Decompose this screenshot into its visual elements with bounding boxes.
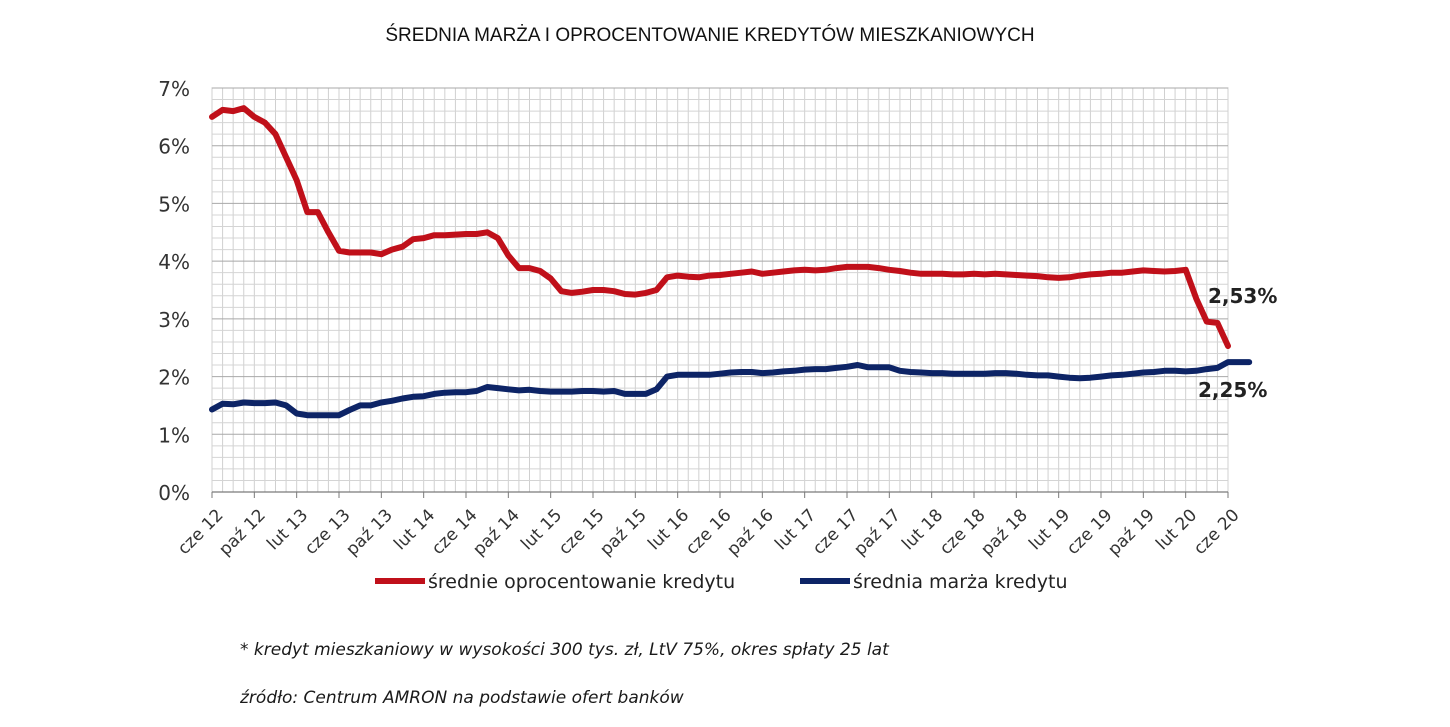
y-tick-label: 0%: [158, 481, 190, 505]
x-tick-label: paź 13: [342, 505, 397, 560]
y-tick-label: 6%: [158, 135, 190, 159]
x-tick-label: paź 17: [850, 505, 905, 560]
annotation-rate: 2,53%: [1208, 284, 1277, 308]
x-tick-label: paź 14: [469, 505, 524, 560]
chart-title: ŚREDNIA MARŻA I OPROCENTOWANIE KREDYTÓW …: [385, 24, 1034, 46]
x-tick-label: cze 20: [1190, 505, 1244, 559]
legend-label-rate: średnie oprocentowanie kredytu: [428, 571, 735, 593]
grid: [211, 87, 1229, 493]
source-note: źródło: Centrum AMRON na podstawie ofert…: [240, 688, 684, 708]
plot-area: [209, 105, 1253, 419]
x-tick-label: paź 19: [1104, 505, 1159, 560]
y-tick-label: 7%: [158, 77, 190, 101]
y-axis: 0% 1% 2% 3% 4% 5% 6% 7%: [158, 77, 190, 505]
annotation-margin: 2,25%: [1198, 378, 1267, 402]
legend: średnie oprocentowanie kredytu średnia m…: [375, 571, 1068, 593]
series-line-interest-rate: [209, 105, 1231, 349]
series-line-margin: [209, 359, 1253, 419]
y-tick-label: 3%: [158, 308, 190, 332]
y-tick-label: 5%: [158, 192, 190, 216]
legend-label-margin: średnia marża kredytu: [853, 571, 1068, 593]
x-tick-label: paź 15: [596, 505, 651, 560]
y-tick-label: 4%: [158, 250, 190, 274]
y-tick-label: 1%: [158, 423, 190, 447]
x-tick-label: paź 16: [723, 505, 778, 560]
y-tick-label: 2%: [158, 366, 190, 390]
x-tick-label: paź 18: [977, 505, 1032, 560]
x-tick-label: paź 12: [215, 505, 270, 560]
footnote: * kredyt mieszkaniowy w wysokości 300 ty…: [240, 640, 889, 660]
